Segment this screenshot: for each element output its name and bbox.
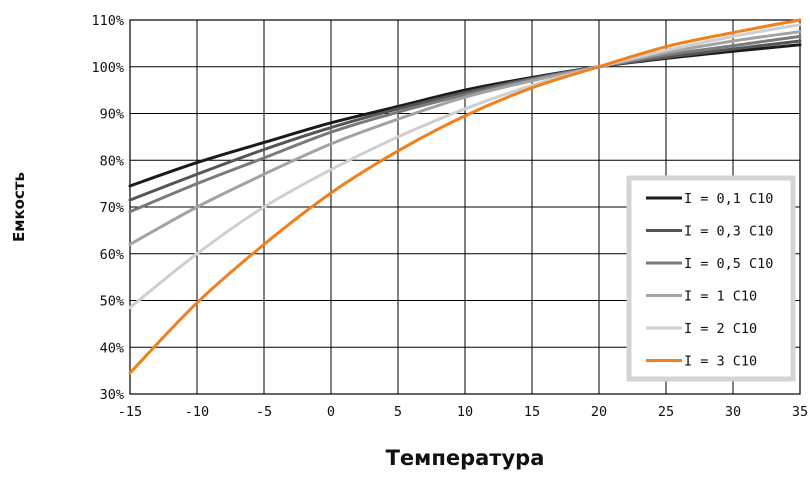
y-tick-label: 30% xyxy=(100,387,124,403)
legend-label-5: I = 2 C10 xyxy=(684,321,757,337)
legend-label-3: I = 0,5 C10 xyxy=(684,256,773,272)
x-tick-label: 0 xyxy=(327,404,335,420)
series-line-5 xyxy=(128,23,802,310)
y-tick-label: 80% xyxy=(100,153,124,169)
x-tick-label: 10 xyxy=(457,404,473,420)
y-tick-label: 50% xyxy=(100,294,124,310)
series-line-3 xyxy=(128,34,802,214)
legend-label-4: I = 1 C10 xyxy=(684,289,757,305)
y-tick-label: 70% xyxy=(100,200,124,216)
x-tick-labels: -15 -10 -5 0 5 10 15 20 25 30 35 xyxy=(118,404,808,420)
y-tick-labels: 30% 40% 50% 60% 70% 80% 90% 100% 110% xyxy=(91,13,124,403)
x-axis-title: Температура xyxy=(386,446,545,470)
series-line-6 xyxy=(128,18,802,375)
y-tick-label: 60% xyxy=(100,247,124,263)
y-axis-title: Емкость xyxy=(10,172,28,242)
legend-label-1: I = 0,1 C10 xyxy=(684,191,773,207)
legend-label-6: I = 3 C10 xyxy=(684,354,757,370)
y-tick-label: 40% xyxy=(100,340,124,356)
x-tick-label: 25 xyxy=(658,404,674,420)
legend-box xyxy=(626,175,796,382)
y-tick-label: 90% xyxy=(100,107,124,123)
x-tick-label: 5 xyxy=(394,404,402,420)
series-lines xyxy=(128,18,802,375)
legend-label-2: I = 0,3 C10 xyxy=(684,224,773,240)
legend: I = 0,1 C10 I = 0,3 C10 I = 0,5 C10 I = 1 C… xyxy=(626,175,796,382)
x-tick-label: -15 xyxy=(118,404,142,420)
x-tick-label: -10 xyxy=(185,404,209,420)
x-tick-label: -5 xyxy=(256,404,272,420)
x-tick-label: 20 xyxy=(591,404,607,420)
x-tick-label: 30 xyxy=(725,404,741,420)
series-line-4 xyxy=(128,30,802,246)
y-tick-label: 100% xyxy=(91,60,124,76)
x-tick-label: 35 xyxy=(792,404,808,420)
series-line-2 xyxy=(128,39,802,202)
x-tick-label: 15 xyxy=(524,404,540,420)
plot-border xyxy=(129,19,801,395)
y-tick-label: 110% xyxy=(91,13,124,29)
